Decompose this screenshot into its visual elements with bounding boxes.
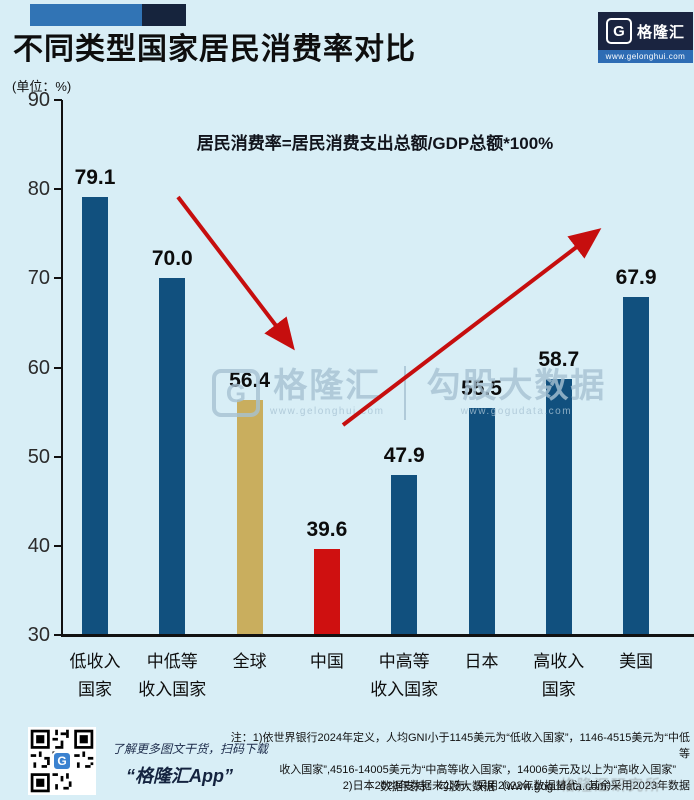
bar-value-label: 47.9 — [383, 444, 425, 468]
x-category-label: 高收入 国家 — [533, 652, 585, 699]
x-category-label: 美国 — [619, 652, 654, 671]
watermark-brand: 格隆汇 — [273, 367, 382, 405]
bar-value-label: 70.0 — [151, 247, 193, 271]
x-axis-line — [61, 634, 694, 637]
y-tick-label: 60 — [27, 356, 50, 379]
bar-3 — [313, 549, 340, 635]
x-category-label: 日本 — [464, 652, 499, 671]
g-logo-icon: G — [605, 18, 632, 44]
y-tick-mark — [54, 455, 62, 458]
y-tick-label: 70 — [27, 267, 50, 290]
watermark-partner: 勾股大数据 — [426, 367, 607, 405]
footnotes: 注：1)依世界银行2024年定义，人均GNI小于1145美元为“低收入国家”，1… — [225, 730, 690, 794]
bar-value-label: 67.9 — [615, 266, 657, 290]
header-decor-navy-bar — [142, 4, 186, 26]
gelonghui-logo: G 格隆汇 www.gelonghui.com — [598, 12, 693, 63]
y-tick-label: 50 — [27, 445, 50, 468]
y-tick-mark — [54, 366, 62, 369]
logo-url: www.gelonghui.com — [598, 50, 693, 63]
logo-brand-text: 格隆汇 — [636, 23, 685, 41]
bar-value-label: 79.1 — [74, 166, 116, 190]
bar-2 — [236, 399, 263, 635]
bar-4 — [391, 475, 418, 635]
y-tick-mark — [54, 99, 62, 101]
bar-5 — [468, 407, 495, 635]
footnote-line-1: 注：1)依世界银行2024年定义，人均GNI小于1145美元为“低收入国家”，1… — [230, 732, 690, 760]
y-tick-mark — [54, 277, 62, 280]
x-category-label: 全球 — [232, 652, 267, 671]
y-tick-mark — [54, 544, 62, 547]
bar-7 — [623, 297, 650, 635]
watermark-brand-url: www.gelonghui.com — [270, 406, 385, 417]
watermark-divider — [404, 366, 407, 420]
page-title: 不同类型国家居民消费率对比 — [13, 33, 416, 66]
bar-1 — [159, 278, 186, 635]
app-name-text: “格隆汇App” — [126, 766, 233, 786]
header-decor-blue-bar — [30, 4, 142, 26]
x-category-label: 中高等 收入国家 — [370, 652, 439, 699]
bar-value-label: 39.6 — [306, 518, 348, 542]
center-watermark: G 格隆汇 www.gelonghui.com 勾股大数据 www.goguda… — [212, 366, 606, 420]
faint-overlay-watermark: 格隆汇研究所 — [560, 777, 663, 794]
y-tick-label: 80 — [27, 178, 50, 201]
x-category-label: 中低等 收入国家 — [138, 652, 207, 699]
footnote-line-3: 2)日本2023年数据未公布，采用2022年数据替代，其余采用2023年数据 — [342, 780, 690, 792]
data-support-text: 数据支持：勾股大数据（www.gogudata.com） — [380, 781, 619, 793]
watermark-g-icon: G — [212, 369, 260, 417]
y-tick-mark — [54, 188, 62, 191]
y-tick-label: 90 — [27, 89, 50, 111]
chart-annotation: 居民消费率=居民消费支出总额/GDP总额*100% — [196, 134, 554, 153]
x-category-label: 低收入 国家 — [69, 652, 121, 699]
x-category-label: 中国 — [309, 652, 344, 671]
qr-code: G — [28, 727, 96, 795]
y-tick-label: 40 — [27, 534, 50, 557]
footnote-line-2: 收入国家”,4516-14005美元为“中高等收入国家”，14006美元及以上为… — [279, 764, 676, 776]
watermark-partner-url: www.gogudata.com — [460, 406, 573, 417]
qr-center-app-icon: G — [52, 751, 72, 771]
y-axis-line — [61, 100, 63, 636]
logo-box: G 格隆汇 — [598, 12, 693, 50]
y-tick-mark — [54, 634, 62, 636]
y-tick-label: 30 — [27, 624, 50, 646]
bar-0 — [82, 197, 108, 635]
app-promo-text: 了解更多图文干货，扫码下载 — [112, 742, 269, 756]
unit-label: (单位：%) — [12, 79, 72, 94]
